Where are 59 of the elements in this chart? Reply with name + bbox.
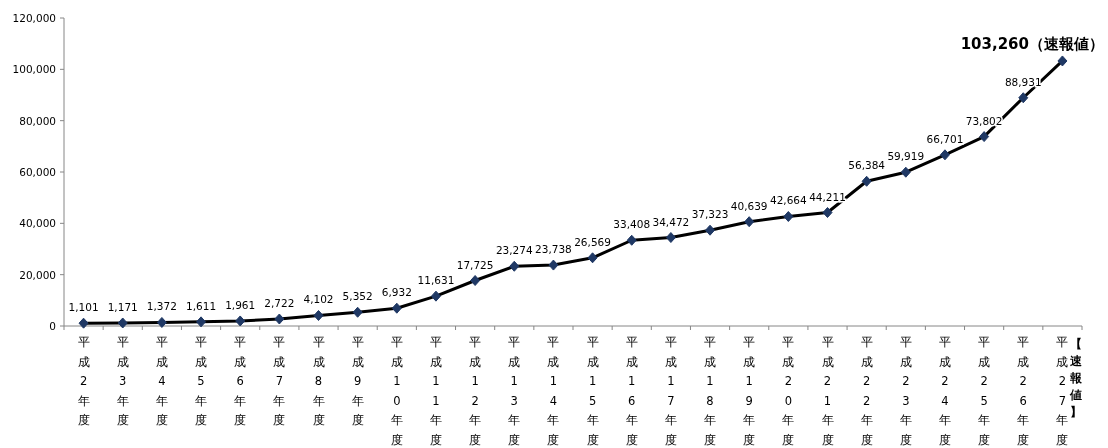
x-tick-label: 平成19年度 [743, 335, 756, 447]
x-tick-label: 平成8年度 [312, 335, 325, 427]
data-label: 11,631 [417, 274, 455, 287]
y-tick-label: 60,000 [19, 166, 56, 178]
data-label: 44,211 [809, 190, 846, 203]
data-label: 5,352 [342, 290, 373, 303]
data-label: 23,274 [495, 244, 533, 257]
x-tick-label: 平成17年度 [664, 335, 677, 447]
x-tick-label: 平成6年度 [234, 335, 247, 427]
data-label: 1,101 [68, 301, 99, 314]
y-tick-label: 120,000 [12, 12, 56, 24]
x-tick-label: 平成18年度 [704, 335, 717, 447]
x-tick-label: 平成3年度 [116, 335, 129, 427]
x-tick-label: 平成20年度 [782, 335, 795, 447]
text: 【速報値】 [1069, 337, 1084, 419]
data-label: 40,639 [730, 199, 768, 212]
data-label: 66,701 [926, 132, 964, 145]
data-label: 17,725 [456, 258, 494, 271]
data-label: 2,722 [264, 297, 295, 310]
x-tick-label: 平成23年度 [899, 335, 912, 447]
y-tick-label: 80,000 [19, 114, 56, 127]
data-label: 26,569 [574, 235, 611, 248]
x-tick-label: 平成13年度 [508, 335, 521, 447]
data-label: 1,372 [146, 300, 177, 313]
x-tick-label: 平成9年度 [351, 335, 364, 427]
x-tick-label: 平成10年度 [390, 335, 403, 447]
x-tick-label: 平成4年度 [155, 335, 168, 427]
x-tick-label: 平成14年度 [547, 335, 560, 447]
data-label: 1,961 [225, 298, 256, 311]
x-tick-label: 平成11年度 [429, 335, 442, 447]
data-label: 88,931 [1004, 75, 1042, 88]
y-tick-label: 40,000 [19, 217, 56, 230]
data-label: 37,323 [691, 208, 729, 221]
x-tick-label: 平成7年度 [273, 335, 286, 427]
x-tick-label: 平成5年度 [195, 335, 208, 427]
x-tick-label: 平成25年度 [978, 335, 991, 447]
data-label: 6,932 [381, 286, 412, 299]
data-label: 33,408 [613, 218, 651, 231]
x-tick-label: 平成2年度 [77, 335, 90, 427]
x-tick-label: 平成24年度 [938, 335, 951, 447]
data-label: 4,102 [303, 293, 334, 306]
y-tick-label: 0 [49, 320, 56, 332]
data-label: 34,472 [652, 215, 690, 228]
data-label: 42,664 [769, 194, 808, 207]
data-label: 59,919 [887, 150, 925, 163]
data-label: 23,738 [535, 243, 572, 256]
y-tick-label: 20,000 [19, 268, 56, 281]
x-tick-label: 平成21年度 [821, 335, 834, 447]
x-tick-label: 平成16年度 [625, 335, 638, 447]
x-tick-label: 平成15年度 [586, 335, 599, 447]
data-label: 1,611 [186, 299, 217, 312]
data-label: 1,171 [107, 300, 138, 313]
x-tick-label: 平成26年度 [1017, 335, 1030, 447]
y-tick-label: 100,000 [12, 63, 56, 76]
data-label: 103,260（速報値） [960, 34, 1104, 53]
x-tick-label: 平成12年度 [469, 335, 482, 447]
x-tick-label: 平成22年度 [860, 335, 873, 447]
data-label: 56,384 [848, 159, 886, 172]
x-tick-label: 平成27年度 [1056, 335, 1069, 447]
